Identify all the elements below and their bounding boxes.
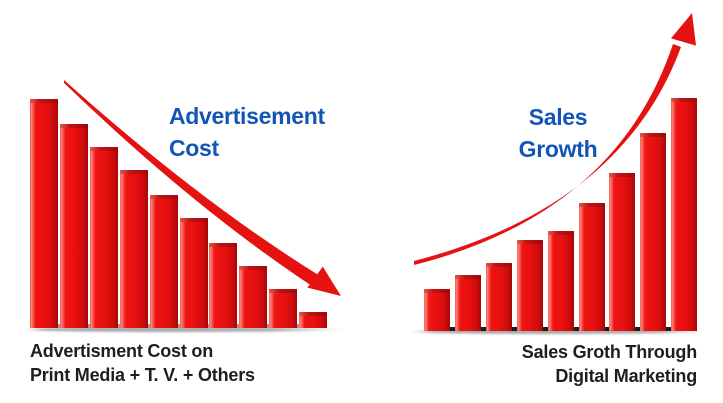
right-chart-ground-shadow [410,329,707,334]
left-chart-title-line2: Cost [169,135,219,161]
left-chart-caption-line1: Advertisment Cost on [30,341,214,361]
right-chart-bar-2 [455,275,481,331]
right-chart-bar-9 [671,98,697,331]
right-chart-bar-6 [579,203,605,331]
left-chart-bar-1 [30,99,58,328]
right-chart-title-line2: Growth [518,136,598,162]
left-chart-bar-10 [299,312,327,328]
right-chart-bar-4 [517,240,543,331]
right-chart-bar-7 [609,173,635,331]
right-chart-caption: Sales Groth Through Digital Marketing [522,340,697,388]
left-chart-caption: Advertisment Cost on Print Media + T. V.… [30,339,255,387]
left-chart-bar-9 [269,289,297,328]
left-chart-title-line1: Advertisement [169,103,325,129]
right-chart-bar-1 [424,289,450,331]
right-chart-caption-line2: Digital Marketing [555,366,697,386]
right-chart-bar-3 [486,263,512,331]
right-chart-title: Sales Growth [498,101,618,165]
left-chart-title: Advertisement Cost [169,100,325,164]
right-chart-bar-5 [548,231,574,331]
right-chart-caption-line1: Sales Groth Through [521,342,697,362]
left-chart-ground-shadow [24,327,346,332]
left-chart-baseline [30,324,326,328]
left-chart-caption-line2: Print Media + T. V. + Others [30,365,255,385]
sales-growth-chart [424,98,697,331]
right-chart-bar-8 [640,133,666,331]
right-chart-title-line1: Sales [528,104,588,130]
